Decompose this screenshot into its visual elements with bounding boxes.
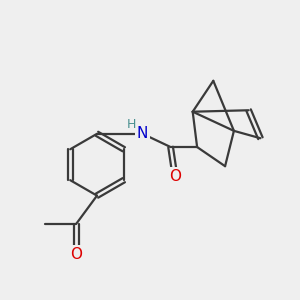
Text: O: O bbox=[169, 169, 181, 184]
Text: H: H bbox=[127, 118, 136, 131]
Text: O: O bbox=[70, 247, 83, 262]
Text: N: N bbox=[137, 126, 148, 141]
